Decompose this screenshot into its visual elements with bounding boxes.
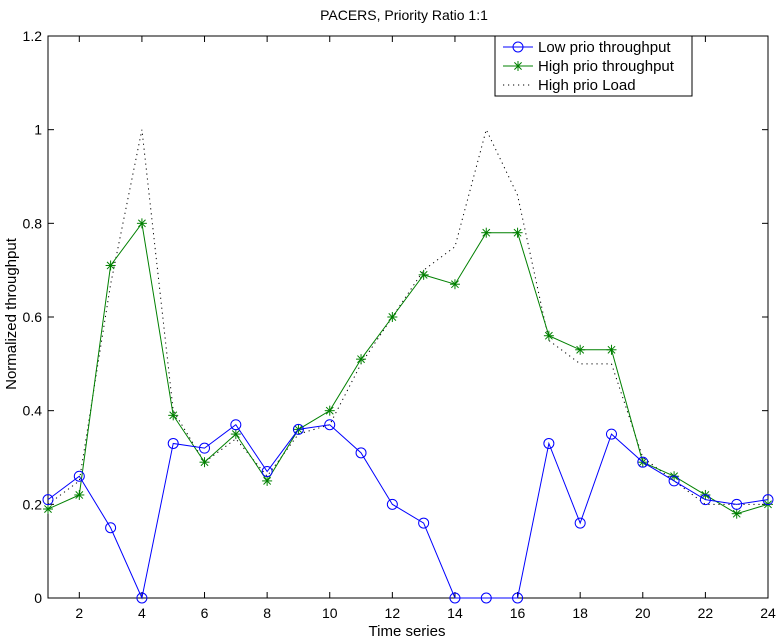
- data-point-low-prio-throughput: [324, 419, 336, 431]
- x-tick-label: 2: [75, 605, 83, 621]
- data-point-low-prio-throughput: [355, 447, 367, 459]
- data-point-low-prio-throughput: [512, 592, 524, 604]
- data-point-low-prio-throughput: [418, 517, 430, 529]
- x-tick-label: 24: [760, 605, 776, 621]
- data-point-low-prio-throughput: [574, 517, 586, 529]
- series-line-low-prio-throughput: [47, 424, 769, 600]
- legend-item-high-prio-load: High prio Load: [503, 77, 636, 94]
- x-tick-label: 18: [572, 605, 588, 621]
- y-tick-label: 1.2: [23, 28, 43, 44]
- data-point-high-prio-throughput: [575, 344, 586, 355]
- data-point-low-prio-throughput: [480, 592, 492, 604]
- x-tick-label: 6: [201, 605, 209, 621]
- y-tick-label: 1: [34, 122, 42, 138]
- legend-items: Low prio throughput High prio throughput H…: [503, 39, 675, 94]
- y-axis-title: Normalized throughput: [3, 237, 20, 390]
- y-tick-label: 0.6: [23, 309, 43, 325]
- data-point-high-prio-throughput: [356, 354, 367, 365]
- data-point-low-prio-throughput: [136, 592, 148, 604]
- series-low-prio-throughput: [42, 419, 774, 604]
- data-point-high-prio-throughput: [449, 279, 460, 290]
- data-point-low-prio-throughput: [731, 498, 743, 510]
- data-point-high-prio-throughput: [168, 410, 179, 421]
- y-tick-label: 0.8: [23, 215, 43, 231]
- series-line-high-prio-throughput: [47, 222, 769, 515]
- data-point-low-prio-throughput: [762, 494, 774, 506]
- data-point-low-prio-throughput: [449, 592, 461, 604]
- data-point-low-prio-throughput: [42, 494, 54, 506]
- data-point-low-prio-throughput: [261, 466, 273, 478]
- data-point-low-prio-throughput: [292, 423, 304, 435]
- x-tick-label: 10: [322, 605, 338, 621]
- data-point-high-prio-throughput: [199, 457, 210, 468]
- x-tick-label: 14: [447, 605, 463, 621]
- data-point-low-prio-throughput: [605, 428, 617, 440]
- data-point-low-prio-throughput: [668, 475, 680, 487]
- data-point-low-prio-throughput: [230, 419, 242, 431]
- data-point-high-prio-throughput: [731, 508, 742, 519]
- data-point-high-prio-throughput: [387, 312, 398, 322]
- data-point-low-prio-throughput: [386, 498, 398, 510]
- data-point-low-prio-throughput: [637, 456, 649, 468]
- y-tick-label: 0: [34, 590, 42, 606]
- data-point-low-prio-throughput: [699, 494, 711, 506]
- legend-item-low-prio-throughput: Low prio throughput: [503, 39, 671, 56]
- legend-label: High prio Load: [538, 77, 636, 94]
- chart-title: PACERS, Priority Ratio 1:1: [320, 7, 488, 23]
- legend-marker: [512, 41, 524, 53]
- legend-label: Low prio throughput: [538, 39, 671, 56]
- data-point-low-prio-throughput: [105, 522, 117, 534]
- data-point-high-prio-throughput: [481, 227, 492, 238]
- data-point-low-prio-throughput: [167, 437, 179, 449]
- x-tick-label: 22: [698, 605, 714, 621]
- series-layer: [42, 128, 774, 604]
- legend-label: High prio throughput: [538, 58, 675, 75]
- y-axis: 0 0.2 0.4 0.6 0.8 1 1.2: [23, 28, 768, 606]
- data-point-high-prio-throughput: [262, 475, 273, 486]
- data-point-high-prio-throughput: [512, 227, 523, 238]
- x-tick-label: 4: [138, 605, 146, 621]
- data-point-low-prio-throughput: [543, 437, 555, 449]
- data-point-high-prio-throughput: [324, 405, 335, 416]
- data-point-high-prio-throughput: [105, 260, 116, 271]
- x-tick-label: 20: [635, 605, 651, 621]
- legend: Low prio throughput High prio throughput H…: [494, 35, 693, 97]
- y-tick-label: 0.2: [23, 496, 43, 512]
- x-tick-label: 16: [510, 605, 526, 621]
- x-tick-label: 12: [385, 605, 401, 621]
- data-point-high-prio-throughput: [43, 504, 53, 515]
- data-point-low-prio-throughput: [199, 442, 211, 454]
- x-axis: 2 4 6 8 10 12 14 16 18 20 22 24: [75, 36, 776, 621]
- x-axis-title: Time series: [369, 623, 446, 640]
- data-point-high-prio-throughput: [606, 344, 617, 355]
- data-point-low-prio-throughput: [73, 470, 85, 482]
- data-point-high-prio-throughput: [74, 489, 85, 500]
- legend-item-high-prio-throughput: High prio throughput: [503, 58, 675, 75]
- legend-marker: [513, 61, 523, 71]
- data-point-high-prio-throughput: [543, 330, 554, 341]
- data-point-high-prio-throughput: [418, 269, 429, 280]
- y-tick-label: 0.4: [23, 403, 43, 419]
- data-point-high-prio-throughput: [230, 429, 241, 440]
- x-tick-label: 8: [263, 605, 271, 621]
- data-point-high-prio-throughput: [136, 218, 147, 229]
